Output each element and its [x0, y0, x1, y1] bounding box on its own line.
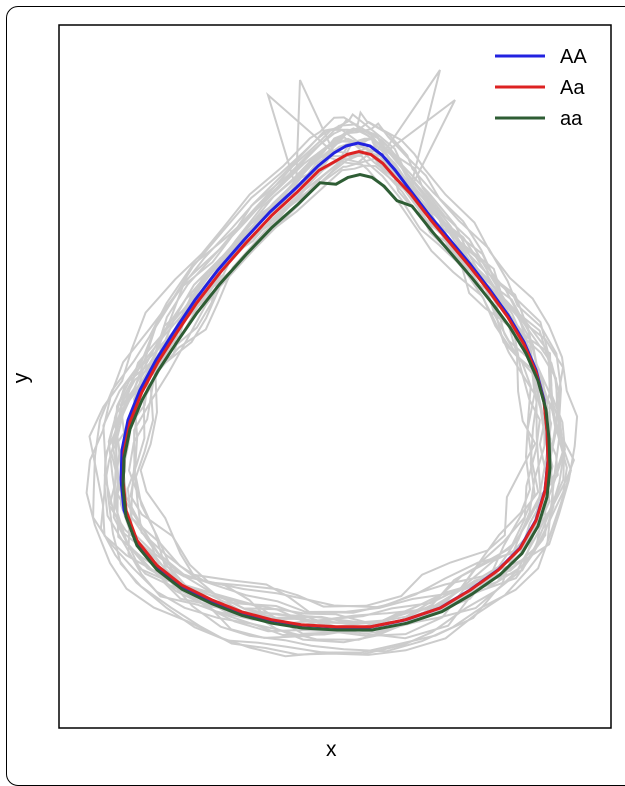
legend-label-aa: aa — [560, 108, 583, 130]
y-axis-label: y — [9, 372, 33, 384]
background-trace — [122, 150, 565, 614]
background-trace — [103, 155, 539, 625]
chart-canvas: AA Aa aa — [58, 24, 612, 729]
background-trace — [119, 91, 550, 628]
x-axis-label: x — [326, 738, 337, 761]
series-line-aa — [121, 172, 552, 632]
legend: AA Aa aa — [495, 46, 587, 130]
mean-curves — [119, 141, 552, 632]
background-trace — [129, 142, 537, 608]
series-line-Aa — [121, 149, 550, 629]
background-trace — [88, 116, 559, 625]
background-trace — [112, 164, 568, 633]
legend-label-AA: AA — [560, 46, 587, 68]
plot-area — [58, 24, 612, 729]
background-trace — [121, 122, 566, 625]
background-trace — [110, 135, 557, 640]
background-trace — [111, 113, 553, 637]
legend-label-Aa: Aa — [560, 77, 585, 99]
background-trace — [114, 110, 566, 634]
background-trace — [133, 127, 546, 625]
background-trace — [127, 137, 532, 627]
background-trace — [139, 139, 559, 614]
background-trace — [119, 99, 550, 628]
background-trace — [107, 128, 541, 625]
background-trace — [134, 137, 540, 635]
